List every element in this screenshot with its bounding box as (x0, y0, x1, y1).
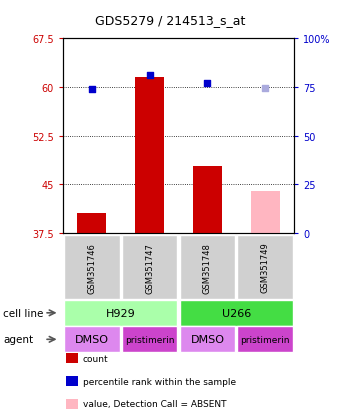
Text: U266: U266 (222, 308, 251, 318)
Text: percentile rank within the sample: percentile rank within the sample (83, 377, 236, 386)
Point (89, 86, 95, 93)
Point (205, 81, 210, 87)
Text: GSM351748: GSM351748 (203, 242, 212, 293)
Point (147, 73, 152, 79)
Text: agent: agent (3, 335, 34, 344)
Text: H929: H929 (106, 308, 136, 318)
Point (262, 85, 268, 92)
Text: count: count (83, 354, 108, 363)
Text: DMSO: DMSO (190, 335, 224, 344)
Bar (251, 191, 280, 233)
Text: pristimerin: pristimerin (240, 335, 290, 344)
Text: GSM351747: GSM351747 (145, 242, 154, 293)
Text: GSM351749: GSM351749 (261, 242, 270, 293)
Bar (77, 214, 106, 233)
Bar (135, 78, 164, 233)
Text: DMSO: DMSO (75, 335, 109, 344)
Text: GSM351746: GSM351746 (87, 242, 96, 293)
Text: value, Detection Call = ABSENT: value, Detection Call = ABSENT (83, 399, 226, 408)
Text: pristimerin: pristimerin (125, 335, 174, 344)
Text: GDS5279 / 214513_s_at: GDS5279 / 214513_s_at (95, 14, 245, 27)
Text: cell line: cell line (3, 308, 44, 318)
Bar (193, 167, 222, 233)
